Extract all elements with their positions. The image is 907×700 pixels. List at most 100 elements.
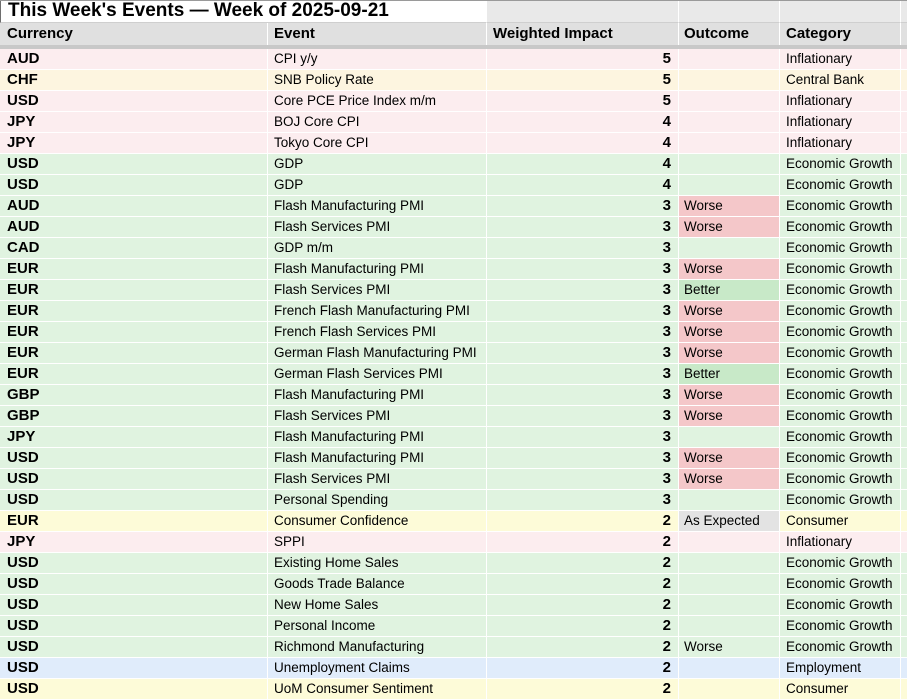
- outcome-cell[interactable]: Worse: [679, 637, 780, 658]
- impact-cell[interactable]: 3: [487, 301, 679, 322]
- impact-cell[interactable]: 3: [487, 490, 679, 511]
- event-cell[interactable]: Personal Spending: [268, 490, 487, 511]
- category-cell[interactable]: Inflationary: [780, 49, 901, 70]
- outcome-cell[interactable]: [679, 679, 780, 700]
- category-cell[interactable]: Economic Growth: [780, 238, 901, 259]
- impact-cell[interactable]: 3: [487, 238, 679, 259]
- currency-cell[interactable]: USD: [0, 637, 268, 658]
- currency-cell[interactable]: JPY: [0, 532, 268, 553]
- outcome-cell[interactable]: Worse: [679, 196, 780, 217]
- impact-cell[interactable]: 3: [487, 469, 679, 490]
- event-cell[interactable]: Personal Income: [268, 616, 487, 637]
- impact-cell[interactable]: 2: [487, 532, 679, 553]
- outcome-cell[interactable]: [679, 70, 780, 91]
- impact-cell[interactable]: 4: [487, 133, 679, 154]
- currency-cell[interactable]: USD: [0, 553, 268, 574]
- outcome-cell[interactable]: As Expected: [679, 511, 780, 532]
- outcome-cell[interactable]: [679, 574, 780, 595]
- category-cell[interactable]: Economic Growth: [780, 595, 901, 616]
- column-header-currency[interactable]: Currency: [0, 23, 268, 45]
- event-cell[interactable]: Existing Home Sales: [268, 553, 487, 574]
- impact-cell[interactable]: 3: [487, 406, 679, 427]
- currency-cell[interactable]: USD: [0, 679, 268, 700]
- currency-cell[interactable]: USD: [0, 658, 268, 679]
- impact-cell[interactable]: 3: [487, 343, 679, 364]
- currency-cell[interactable]: AUD: [0, 217, 268, 238]
- category-cell[interactable]: Central Bank: [780, 70, 901, 91]
- outcome-cell[interactable]: [679, 532, 780, 553]
- outcome-cell[interactable]: [679, 616, 780, 637]
- outcome-cell[interactable]: Worse: [679, 217, 780, 238]
- event-cell[interactable]: Core PCE Price Index m/m: [268, 91, 487, 112]
- impact-cell[interactable]: 3: [487, 364, 679, 385]
- category-cell[interactable]: Economic Growth: [780, 637, 901, 658]
- category-cell[interactable]: Economic Growth: [780, 574, 901, 595]
- currency-cell[interactable]: EUR: [0, 322, 268, 343]
- event-cell[interactable]: GDP: [268, 154, 487, 175]
- impact-cell[interactable]: 5: [487, 49, 679, 70]
- currency-cell[interactable]: USD: [0, 490, 268, 511]
- impact-cell[interactable]: 3: [487, 217, 679, 238]
- currency-cell[interactable]: CHF: [0, 70, 268, 91]
- event-cell[interactable]: Flash Manufacturing PMI: [268, 196, 487, 217]
- outcome-cell[interactable]: [679, 553, 780, 574]
- outcome-cell[interactable]: Worse: [679, 469, 780, 490]
- currency-cell[interactable]: USD: [0, 154, 268, 175]
- event-cell[interactable]: Flash Services PMI: [268, 469, 487, 490]
- event-cell[interactable]: Flash Services PMI: [268, 280, 487, 301]
- category-cell[interactable]: Economic Growth: [780, 616, 901, 637]
- event-cell[interactable]: German Flash Services PMI: [268, 364, 487, 385]
- category-cell[interactable]: Economic Growth: [780, 280, 901, 301]
- event-cell[interactable]: New Home Sales: [268, 595, 487, 616]
- currency-cell[interactable]: CAD: [0, 238, 268, 259]
- event-cell[interactable]: SNB Policy Rate: [268, 70, 487, 91]
- impact-cell[interactable]: 2: [487, 553, 679, 574]
- outcome-cell[interactable]: [679, 427, 780, 448]
- currency-cell[interactable]: AUD: [0, 49, 268, 70]
- impact-cell[interactable]: 3: [487, 280, 679, 301]
- category-cell[interactable]: Economic Growth: [780, 259, 901, 280]
- currency-cell[interactable]: AUD: [0, 196, 268, 217]
- impact-cell[interactable]: 3: [487, 385, 679, 406]
- outcome-cell[interactable]: Worse: [679, 343, 780, 364]
- currency-cell[interactable]: EUR: [0, 259, 268, 280]
- category-cell[interactable]: Economic Growth: [780, 427, 901, 448]
- impact-cell[interactable]: 5: [487, 91, 679, 112]
- outcome-cell[interactable]: [679, 49, 780, 70]
- category-cell[interactable]: Economic Growth: [780, 301, 901, 322]
- outcome-cell[interactable]: Worse: [679, 301, 780, 322]
- category-cell[interactable]: Inflationary: [780, 133, 901, 154]
- title-spacer-cell[interactable]: [679, 1, 780, 23]
- category-cell[interactable]: Economic Growth: [780, 553, 901, 574]
- event-cell[interactable]: Flash Manufacturing PMI: [268, 427, 487, 448]
- category-cell[interactable]: Consumer: [780, 679, 901, 700]
- title-spacer-cell[interactable]: [487, 1, 679, 23]
- event-cell[interactable]: French Flash Manufacturing PMI: [268, 301, 487, 322]
- impact-cell[interactable]: 3: [487, 322, 679, 343]
- event-cell[interactable]: Flash Services PMI: [268, 406, 487, 427]
- currency-cell[interactable]: JPY: [0, 427, 268, 448]
- event-cell[interactable]: Tokyo Core CPI: [268, 133, 487, 154]
- category-cell[interactable]: Economic Growth: [780, 469, 901, 490]
- event-cell[interactable]: Unemployment Claims: [268, 658, 487, 679]
- category-cell[interactable]: Economic Growth: [780, 490, 901, 511]
- outcome-cell[interactable]: Better: [679, 280, 780, 301]
- currency-cell[interactable]: USD: [0, 616, 268, 637]
- category-cell[interactable]: Economic Growth: [780, 385, 901, 406]
- currency-cell[interactable]: USD: [0, 469, 268, 490]
- category-cell[interactable]: Economic Growth: [780, 406, 901, 427]
- impact-cell[interactable]: 4: [487, 112, 679, 133]
- currency-cell[interactable]: EUR: [0, 511, 268, 532]
- category-cell[interactable]: Economic Growth: [780, 448, 901, 469]
- outcome-cell[interactable]: [679, 658, 780, 679]
- currency-cell[interactable]: GBP: [0, 385, 268, 406]
- event-cell[interactable]: GDP: [268, 175, 487, 196]
- currency-cell[interactable]: JPY: [0, 112, 268, 133]
- currency-cell[interactable]: EUR: [0, 364, 268, 385]
- impact-cell[interactable]: 3: [487, 448, 679, 469]
- page-title[interactable]: This Week's Events — Week of 2025-09-21: [0, 1, 487, 23]
- outcome-cell[interactable]: [679, 112, 780, 133]
- outcome-cell[interactable]: [679, 595, 780, 616]
- outcome-cell[interactable]: Worse: [679, 322, 780, 343]
- currency-cell[interactable]: USD: [0, 91, 268, 112]
